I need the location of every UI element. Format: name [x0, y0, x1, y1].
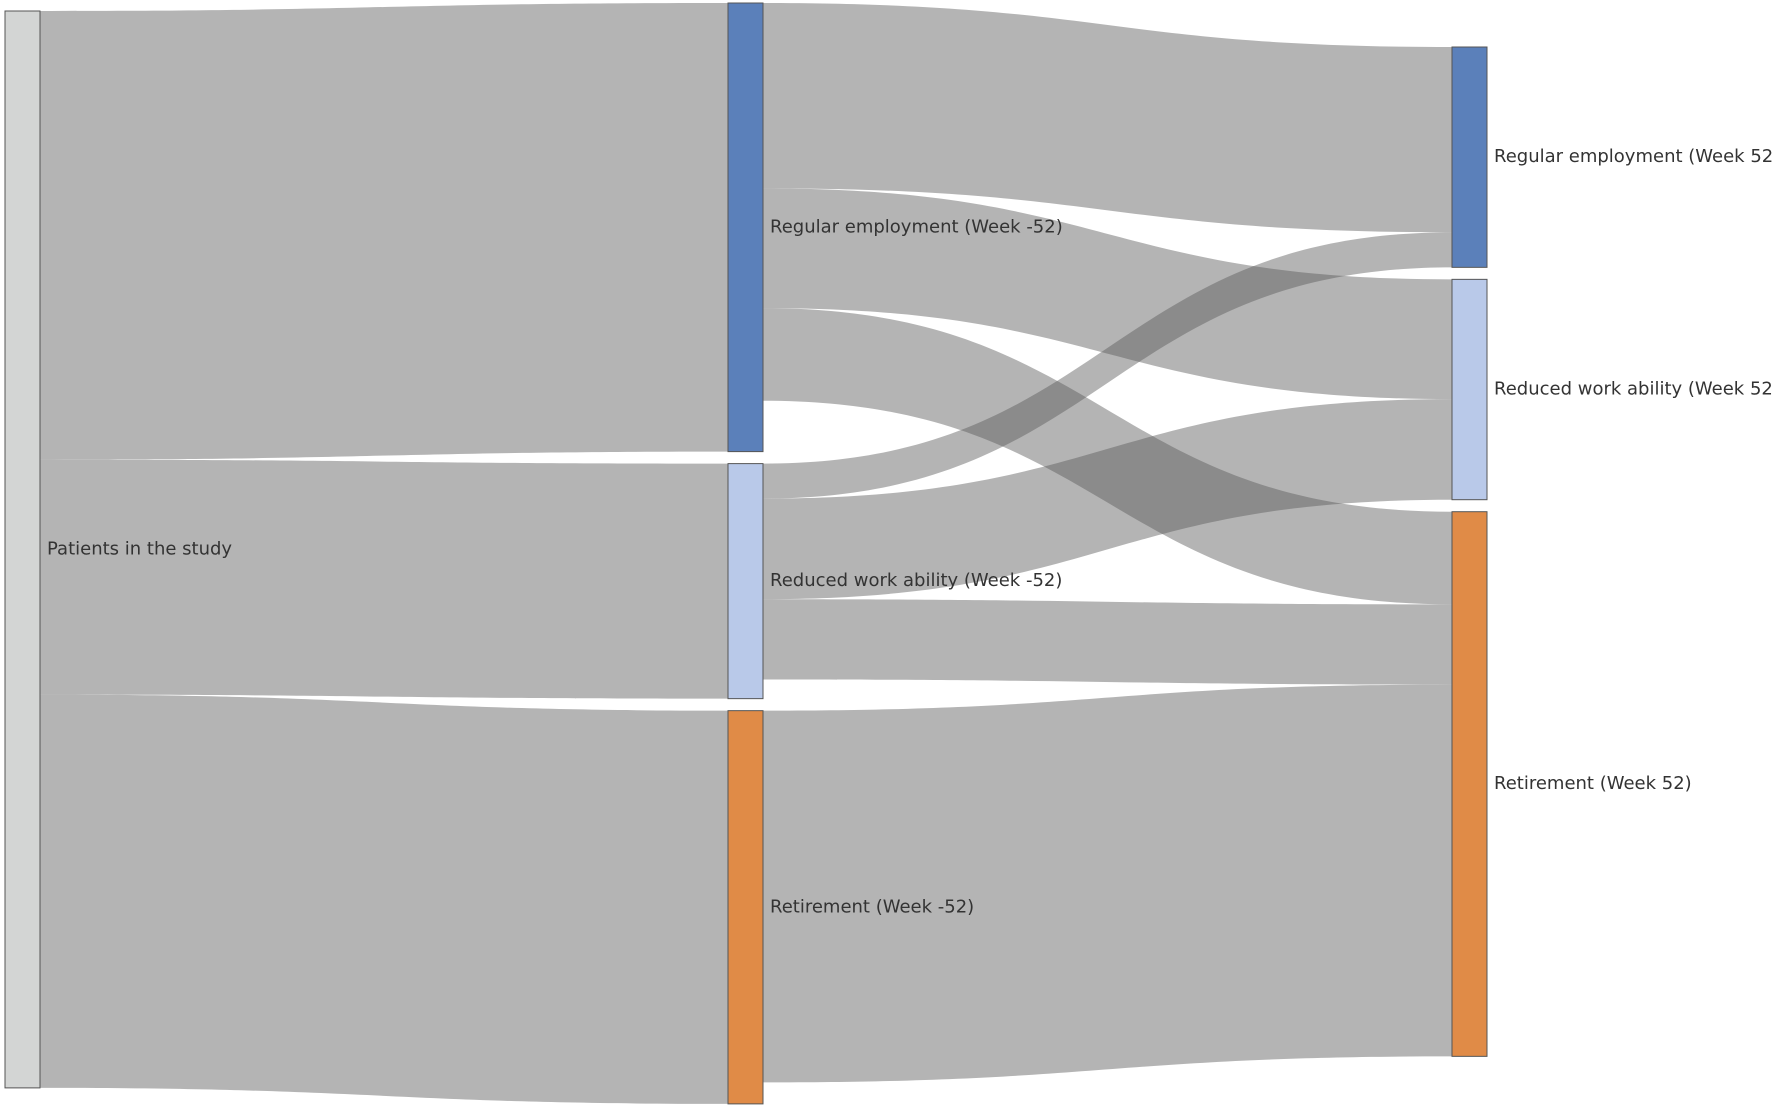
node-label: Patients in the study	[47, 538, 232, 559]
link	[763, 399, 1452, 600]
link	[40, 459, 728, 699]
node-label: Retirement (Week -52)	[770, 896, 974, 917]
node	[727, 463, 764, 700]
node	[1451, 511, 1488, 1057]
node-label: Reduced work ability (Week 52)	[1494, 379, 1772, 400]
link	[763, 3, 1452, 233]
node	[4, 10, 41, 1089]
links	[40, 3, 1452, 1104]
node-label: Regular employment (Week 52)	[1494, 146, 1772, 167]
link	[763, 232, 1452, 499]
node-label: Retirement (Week 52)	[1494, 773, 1692, 794]
node	[1451, 46, 1488, 268]
link	[763, 599, 1452, 685]
link	[763, 188, 1452, 400]
node-label: Regular employment (Week -52)	[770, 216, 1063, 237]
link	[763, 308, 1452, 605]
link	[763, 684, 1452, 1083]
node	[1451, 278, 1488, 501]
node	[727, 710, 764, 1105]
link	[40, 3, 728, 460]
node	[727, 2, 764, 453]
node-label: Reduced work ability (Week -52)	[770, 570, 1062, 591]
link	[40, 694, 728, 1104]
